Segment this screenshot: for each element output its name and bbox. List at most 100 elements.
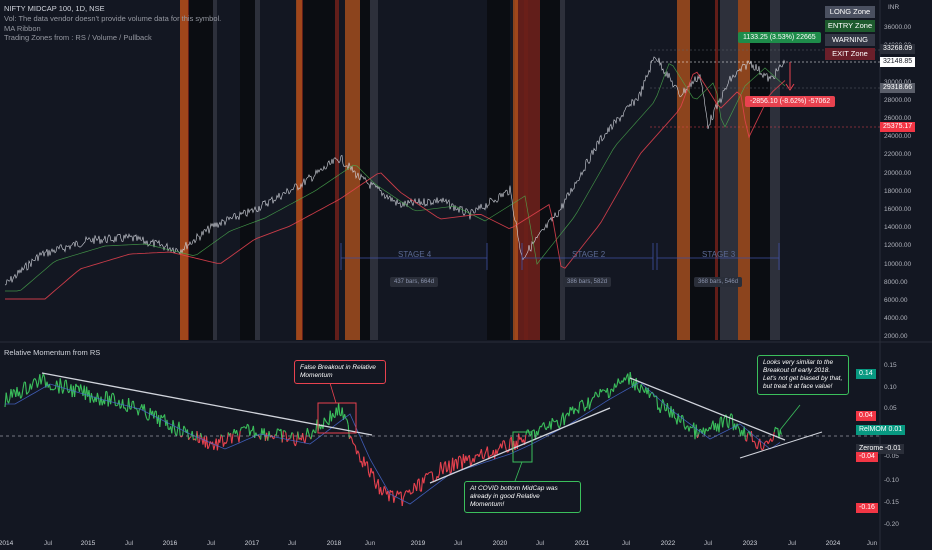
rs-segment xyxy=(189,436,192,439)
rs-segment xyxy=(674,417,677,420)
rs-segment xyxy=(591,396,594,400)
rs-axis-tick: -0.15 xyxy=(884,499,899,506)
rs-segment xyxy=(753,440,756,443)
zone-legend-item: ENTRY Zone xyxy=(825,20,875,32)
rs-segment xyxy=(366,461,370,474)
rs-segment xyxy=(161,416,164,419)
price-axis-tick: 10000.00 xyxy=(884,260,912,268)
rs-value-tag: 0.14 xyxy=(856,369,876,379)
symbol-title[interactable]: NIFTY MIDCAP 100, 1D, NSE xyxy=(4,4,105,13)
rs-segment xyxy=(380,487,383,496)
rs-segment xyxy=(326,421,329,424)
rs-segment xyxy=(772,432,775,441)
rs-panel-title[interactable]: Relative Momentum from RS xyxy=(4,348,101,357)
rs-segment xyxy=(629,372,632,381)
time-axis-tick: Jun xyxy=(866,540,878,547)
similar-breakout-callout[interactable]: Looks very similar to the Breakout of ea… xyxy=(757,355,849,395)
rs-segment xyxy=(556,419,559,427)
price-axis-tick: 26000.00 xyxy=(884,115,912,122)
rs-segment xyxy=(756,442,760,449)
rs-segment xyxy=(553,420,555,423)
rs-segment xyxy=(59,378,62,386)
rs-segment xyxy=(468,455,472,467)
warning-zone-band xyxy=(513,0,518,340)
stage-3-bars: 368 bars, 546d xyxy=(694,277,743,287)
rs-segment xyxy=(285,432,288,442)
rs-segment xyxy=(598,388,601,397)
rs-segment xyxy=(238,430,241,443)
rs-segment xyxy=(453,459,456,471)
rs-segment xyxy=(11,389,14,398)
rs-segment xyxy=(24,381,28,395)
rs-segment xyxy=(404,490,407,495)
rs-axis-tick: -0.10 xyxy=(884,477,899,484)
rs-segment xyxy=(431,472,434,482)
rs-trendline-support xyxy=(739,431,823,459)
rs-segment xyxy=(402,494,406,498)
rs-segment xyxy=(543,422,546,428)
rs-segment xyxy=(478,453,481,457)
rs-segment xyxy=(659,406,662,414)
rs-segment xyxy=(135,408,138,410)
ma-ribbon-label[interactable]: MA Ribbon xyxy=(4,24,41,33)
rs-segment xyxy=(448,460,451,475)
rs-segment xyxy=(144,413,148,419)
rs-segment xyxy=(200,432,203,438)
rs-segment xyxy=(377,479,380,495)
price-axis-tick: 14000.00 xyxy=(884,224,912,232)
rs-segment xyxy=(636,387,640,391)
rs-segment xyxy=(538,425,541,430)
rs-segment xyxy=(456,456,460,469)
rs-segment xyxy=(171,420,174,434)
measure-down-box[interactable]: -2856.10 (-8.62%) -57062 xyxy=(745,96,836,107)
measure-up-box[interactable]: 1133.25 (3.53%) 22665 xyxy=(738,32,821,43)
rs-segment xyxy=(588,403,592,410)
rs-segment xyxy=(196,430,199,443)
false-breakout-callout[interactable]: False Breakout in Relative Momentum xyxy=(294,360,386,384)
rs-segment xyxy=(771,439,774,442)
rs-segment xyxy=(540,423,544,428)
rs-segment xyxy=(420,477,424,492)
rs-segment xyxy=(408,489,412,495)
covid-callout[interactable]: At COVID bottom MidCap was already in go… xyxy=(464,481,581,513)
rs-segment xyxy=(648,393,652,398)
time-axis-tick: Jul xyxy=(787,540,797,547)
rs-segment xyxy=(286,439,289,443)
rs-segment xyxy=(718,417,721,433)
rs-segment xyxy=(34,378,37,382)
rs-segment xyxy=(48,383,52,391)
rs-segment xyxy=(216,439,220,451)
rs-segment xyxy=(143,404,146,415)
time-axis-tick: 2014 xyxy=(0,540,14,547)
rs-segment xyxy=(147,418,150,421)
rs-segment xyxy=(680,415,683,423)
long-zone-band xyxy=(750,0,770,340)
rs-segment xyxy=(761,448,764,451)
rs-segment xyxy=(558,424,562,429)
rs-segment xyxy=(426,472,430,476)
price-axis-tick: 28000.00 xyxy=(884,96,912,104)
exit-zone-band xyxy=(715,0,718,340)
rs-segment xyxy=(213,444,216,450)
rs-segment xyxy=(594,391,598,394)
rs-segment xyxy=(363,456,366,467)
rs-segment xyxy=(590,399,593,404)
callout-pointer xyxy=(779,404,801,431)
rs-segment xyxy=(245,423,248,429)
rs-segment xyxy=(602,389,605,391)
rs-segment xyxy=(5,392,8,401)
rs-segment xyxy=(689,426,692,429)
rs-segment xyxy=(534,430,538,440)
rs-segment xyxy=(440,462,443,470)
rs-segment xyxy=(617,378,620,384)
rs-segment xyxy=(375,483,378,489)
trading-zones-label[interactable]: Trading Zones from : RS / Volume / Pullb… xyxy=(4,33,152,42)
rs-value-tag: 0.04 xyxy=(856,411,876,421)
rs-segment xyxy=(483,453,486,459)
covid-box xyxy=(512,431,533,463)
rs-segment xyxy=(681,414,684,417)
rs-segment xyxy=(392,490,395,503)
rs-segment xyxy=(332,413,335,417)
rs-segment xyxy=(4,392,7,408)
